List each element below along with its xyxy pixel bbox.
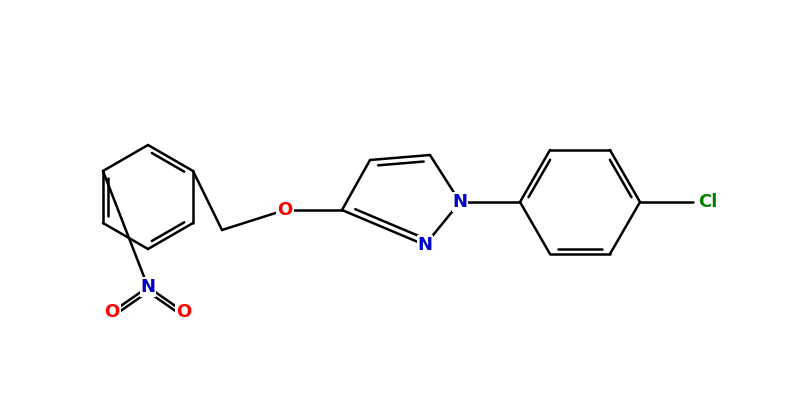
Text: N: N xyxy=(453,193,468,211)
Text: O: O xyxy=(278,201,293,219)
Text: O: O xyxy=(105,303,120,321)
Text: O: O xyxy=(176,303,192,321)
Text: N: N xyxy=(417,236,432,254)
Text: Cl: Cl xyxy=(699,193,718,211)
Text: N: N xyxy=(140,278,155,296)
